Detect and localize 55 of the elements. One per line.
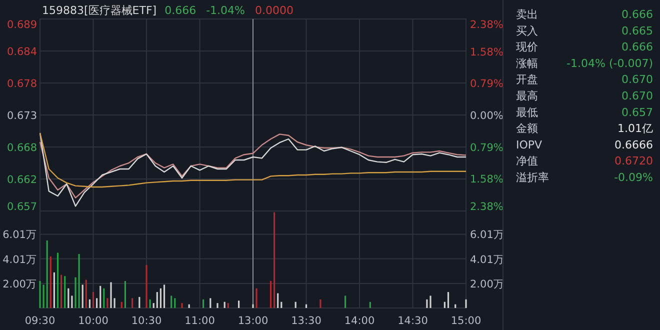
text: -0.09% <box>614 171 653 184</box>
y2-tick-label: 2.00万 <box>470 278 504 290</box>
y-tick-label: 0.657 <box>6 201 37 213</box>
text: 0.6720 <box>614 154 653 168</box>
text: -1.04% <box>206 4 245 17</box>
y-tick-label: 0.673 <box>6 110 37 122</box>
category-label: 最高 <box>516 90 538 102</box>
y-tick-label: 0.668 <box>6 142 37 154</box>
y2-tick-label: 1.58% <box>470 174 504 186</box>
text: 0.666 <box>164 4 196 17</box>
x-tick-label: 10:30 <box>131 315 162 327</box>
y2-tick-label: 6.01万 <box>470 229 504 242</box>
text: 1.01亿 <box>618 122 653 136</box>
text: 0.666 <box>622 8 653 21</box>
y2-tick-label: 0.00% <box>470 110 504 122</box>
text: 0.670 <box>622 73 653 86</box>
category-label: 开盘 <box>516 73 538 86</box>
category-label: 净值 <box>516 154 538 168</box>
text: 0.657 <box>622 106 653 119</box>
y2-tick-label: 1.58% <box>470 46 504 58</box>
category-label: 最低 <box>516 106 538 119</box>
x-tick-label: 11:00 <box>184 315 215 327</box>
y2-tick-label: 0.79% <box>470 142 504 154</box>
x-tick-label: 09:30 <box>24 315 56 327</box>
chart-title: 159883[医疗器械ETF] <box>42 4 157 17</box>
y-tick-label: 4.01万 <box>2 254 37 266</box>
category-label: 溢折率 <box>516 171 549 184</box>
x-tick-label: 13:00 <box>238 315 268 327</box>
x-tick-label: 10:00 <box>78 315 108 327</box>
y2-tick-label: 2.38% <box>470 19 504 31</box>
y-tick-label: 0.689 <box>6 19 37 31</box>
text: 0.666 <box>622 40 653 54</box>
text: -1.04% (-0.007) <box>566 56 653 70</box>
text: 0.670 <box>622 90 653 102</box>
y2-tick-label: 2.38% <box>470 201 504 213</box>
category-label: IOPV <box>516 138 543 152</box>
x-tick-label: 15:00 <box>450 315 482 327</box>
y-tick-label: 0.678 <box>6 78 37 90</box>
x-tick-label: 13:30 <box>291 315 322 327</box>
text: 0.6666 <box>614 138 653 152</box>
y2-tick-label: 0.79% <box>470 78 504 90</box>
y-tick-label: 0.662 <box>6 174 37 186</box>
x-tick-label: 14:00 <box>344 315 375 327</box>
text: 0.665 <box>622 24 653 38</box>
y-tick-label: 0.684 <box>6 46 38 58</box>
category-label: 金额 <box>516 122 538 136</box>
category-label: 现价 <box>516 40 538 54</box>
y-tick-label: 2.00万 <box>2 278 37 290</box>
category-label: 买入 <box>516 24 538 38</box>
text: 0.0000 <box>255 4 294 17</box>
y2-tick-label: 4.01万 <box>470 254 504 266</box>
category-label: 涨幅 <box>516 56 538 70</box>
x-tick-label: 14:30 <box>398 315 428 327</box>
y-tick-label: 6.01万 <box>2 229 37 242</box>
category-label: 卖出 <box>516 8 538 21</box>
